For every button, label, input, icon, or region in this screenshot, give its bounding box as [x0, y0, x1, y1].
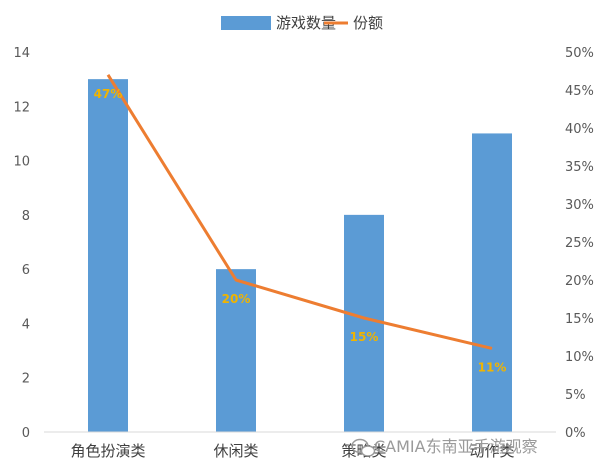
right-y-axis: 0% 5% 10% 15% 20% 25% 30% 35% 40% 45% 50% — [565, 46, 594, 441]
right-y-tick-label: 30% — [565, 198, 594, 213]
left-y-tick-label: 4 — [22, 317, 30, 332]
data-label: 11% — [478, 360, 507, 374]
right-y-tick-label: 25% — [565, 236, 594, 251]
right-y-tick-label: 35% — [565, 160, 594, 175]
data-label: 20% — [222, 292, 251, 306]
left-y-tick-label: 2 — [22, 372, 30, 387]
x-category-label: 动作类 — [469, 442, 514, 460]
legend-label-bar: 游戏数量 — [276, 14, 336, 32]
right-y-tick-label: 5% — [565, 388, 586, 403]
data-labels: 47% 20% 15% 11% — [94, 87, 507, 375]
right-y-tick-label: 50% — [565, 46, 594, 61]
bar — [472, 133, 512, 432]
left-y-tick-label: 14 — [13, 46, 30, 61]
bar — [344, 214, 384, 432]
bar — [216, 269, 256, 432]
right-y-tick-label: 15% — [565, 312, 594, 327]
data-label: 47% — [94, 87, 123, 101]
left-y-tick-label: 12 — [13, 100, 30, 115]
left-y-tick-label: 0 — [22, 426, 30, 441]
left-y-tick-label: 8 — [22, 209, 30, 224]
line-series — [106, 74, 493, 350]
left-y-tick-label: 10 — [13, 155, 30, 170]
right-y-tick-label: 0% — [565, 426, 586, 441]
share-line — [106, 74, 493, 350]
x-category-label: 休闲类 — [213, 442, 258, 460]
bar — [88, 79, 128, 433]
watermark: CAMIA东南亚手游观察 — [351, 437, 538, 457]
bar-series — [88, 79, 512, 433]
right-y-tick-label: 45% — [565, 84, 594, 99]
left-y-tick-label: 6 — [22, 263, 30, 278]
right-y-tick-label: 20% — [565, 274, 594, 289]
right-y-tick-label: 40% — [565, 122, 594, 137]
x-category-label: 角色扮演类 — [70, 442, 145, 460]
legend-swatch-bar — [221, 16, 271, 30]
legend-label-line: 份额 — [353, 14, 383, 32]
right-y-tick-label: 10% — [565, 350, 594, 365]
data-label: 15% — [350, 330, 379, 344]
left-y-axis: 0 2 4 6 8 10 12 14 — [13, 46, 30, 441]
watermark-text: CAMIA东南亚手游观察 — [374, 437, 538, 456]
legend: 游戏数量 份额 — [221, 14, 383, 32]
wechat-icon — [351, 438, 376, 457]
